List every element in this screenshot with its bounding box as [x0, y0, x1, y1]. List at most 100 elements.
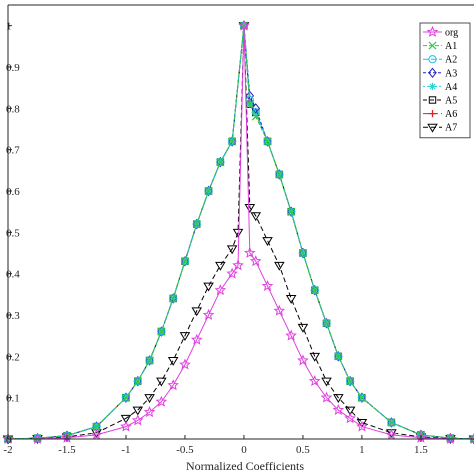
legend-marker-a1 — [428, 41, 437, 50]
data-point-a7 — [309, 352, 321, 362]
data-point-a7 — [232, 228, 244, 238]
data-point-a7 — [344, 406, 356, 416]
x-tick-label: 1.5 — [414, 444, 428, 456]
data-point-a2 — [263, 137, 272, 146]
data-point-a1 — [334, 352, 343, 361]
data-point-a3 — [33, 432, 42, 444]
data-point-a7 — [144, 394, 155, 404]
data-point-a3 — [275, 169, 284, 180]
data-point-a3 — [216, 156, 225, 168]
data-point-a3 — [357, 392, 367, 403]
x-ticks: -2 -1.5 -1 -0.5 0 0.5 1 1.5 — [3, 435, 428, 456]
series-line-org — [8, 25, 474, 440]
data-point-a7 — [203, 282, 214, 292]
legend-marker-org — [426, 25, 439, 37]
data-point-a7 — [274, 261, 285, 271]
series-org — [2, 19, 474, 444]
data-point-a7 — [132, 406, 144, 416]
data-point-a3 — [133, 375, 143, 387]
data-point-a2 — [228, 137, 237, 146]
data-point-a1 — [263, 137, 272, 146]
data-point-a3 — [446, 432, 455, 444]
legend-label-a4: A4 — [445, 82, 457, 93]
data-point-org — [344, 412, 356, 424]
chart-marks — [2, 19, 474, 445]
x-tick-label: -1 — [121, 444, 130, 456]
legend-label-org: org — [445, 28, 458, 39]
data-point-a2 — [192, 219, 201, 229]
data-point-a1 — [133, 377, 142, 386]
data-point-org — [167, 379, 179, 391]
data-point-org — [297, 354, 309, 366]
data-point-org — [238, 19, 250, 31]
data-point-a1 — [357, 393, 366, 402]
data-point-org — [332, 403, 345, 416]
x-tick-label: -0.5 — [176, 444, 194, 456]
y-tick-label: 0.3 — [6, 310, 20, 322]
y-tick-label: 0.7 — [6, 145, 20, 157]
data-point-org — [90, 428, 103, 440]
data-point-org — [31, 432, 44, 444]
data-point-org — [202, 308, 215, 320]
data-point-a7 — [250, 212, 262, 222]
data-point-a2 — [216, 157, 225, 167]
legend-label-a2: A2 — [445, 55, 457, 66]
data-point-a7 — [321, 377, 332, 387]
data-point-a2 — [346, 377, 355, 386]
x-tick-label: 1 — [359, 444, 365, 456]
data-point-a1 — [192, 220, 201, 229]
data-point-org — [2, 432, 14, 444]
x-tick-label: -1.5 — [58, 444, 76, 456]
data-point-a1 — [145, 356, 154, 365]
data-point-org — [468, 432, 474, 444]
y-tick-label: 0.8 — [6, 103, 20, 115]
data-point-org — [320, 391, 333, 403]
data-point-a7 — [285, 294, 297, 304]
data-point-a3 — [145, 355, 154, 366]
data-point-a7 — [120, 414, 132, 424]
data-point-org — [155, 395, 168, 407]
data-point-a2 — [322, 319, 331, 328]
data-point-org — [385, 428, 398, 440]
y-tick-label: 0.9 — [6, 62, 20, 74]
data-point-a1 — [275, 170, 284, 179]
data-point-org — [190, 333, 203, 345]
data-point-a7 — [333, 394, 344, 404]
data-point-org — [273, 304, 286, 316]
legend-marker-a7 — [427, 123, 438, 133]
data-point-a2 — [334, 352, 343, 361]
data-point-a2 — [387, 418, 396, 427]
data-point-a3 — [345, 375, 355, 387]
y-tick-label: 0.1 — [6, 393, 20, 405]
data-point-a1 — [251, 112, 260, 121]
data-point-org — [356, 420, 368, 432]
data-point-org — [143, 406, 156, 418]
x-tick-label: 0 — [241, 444, 247, 456]
data-point-a2 — [287, 207, 296, 216]
data-point-a1 — [287, 207, 296, 216]
data-point-a2 — [310, 286, 319, 295]
y-tick-label: 0.5 — [6, 227, 20, 239]
data-point-a7 — [167, 356, 179, 366]
data-point-a2 — [157, 327, 166, 336]
legend-marker-a5 — [428, 96, 437, 104]
data-point-org — [308, 375, 321, 387]
data-point-a1 — [92, 422, 101, 431]
data-point-a2 — [145, 356, 154, 365]
data-point-a2 — [180, 257, 190, 266]
data-point-a1 — [346, 377, 355, 386]
legend-marker-a2 — [428, 55, 437, 64]
data-point-a1 — [298, 248, 307, 258]
legend-marker-a4 — [428, 82, 437, 90]
legend-marker-a3 — [428, 67, 437, 78]
data-point-a3 — [157, 326, 166, 337]
y-tick-label: 0.6 — [6, 186, 20, 198]
legend: org A1 A2 A3 A4 A5 A6 A7 — [419, 22, 471, 139]
data-point-a3 — [298, 247, 308, 259]
data-point-a7 — [297, 323, 309, 333]
data-point-a1 — [216, 158, 225, 167]
data-point-a3 — [263, 136, 272, 147]
data-point-a1 — [121, 393, 130, 402]
data-point-a3 — [180, 256, 190, 267]
